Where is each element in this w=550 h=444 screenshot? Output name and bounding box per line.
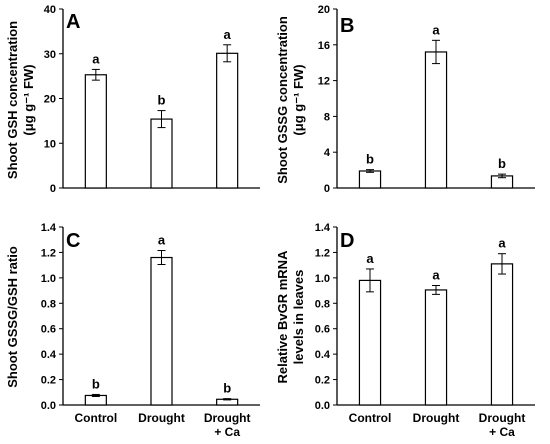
- panel-c-xtick-label-line: + Ca: [214, 425, 240, 439]
- panel-b-significance-letter: b: [366, 152, 374, 167]
- panel-b-ytick-label: 8: [324, 111, 330, 123]
- panel-d-xtick-label: Drought + Ca: [479, 411, 526, 439]
- panel-a-ytick-label: 30: [44, 49, 56, 61]
- panel-b-bar: [424, 51, 448, 189]
- panel-d-xtick-label: Control: [349, 411, 392, 425]
- panel-a-ylabel-line-1: Shoot GSH concentration: [5, 21, 20, 179]
- panel-b-ytick-label: 4: [324, 147, 331, 159]
- panel-a-significance-letter: a: [224, 27, 232, 42]
- panel-c-bar: [150, 256, 173, 406]
- panel-c-xtick-label-line: Drought: [204, 411, 251, 425]
- panel-a-ytick-label: 20: [44, 94, 56, 106]
- panel-d-xtick-label-line: Control: [349, 411, 392, 425]
- panel-c-ylabel: Shoot GSSG/GSH ratio: [5, 246, 20, 388]
- panel-d-ytick-label: 0.2: [315, 375, 330, 387]
- panel-d-bar: [424, 289, 448, 406]
- panel-c-ytick-label: 0.6: [41, 324, 56, 336]
- panel-d-ytick-label: 1.2: [315, 247, 330, 259]
- panel-c-ytick-label: 0.2: [41, 375, 56, 387]
- panel-b-ylabel: Shoot GSSG concentration (μg g⁻¹ FW): [275, 16, 306, 184]
- panel-b-significance-letter: a: [432, 22, 440, 37]
- panel-b-significance-letter: b: [498, 156, 506, 171]
- panel-b-ylabel-line-2: (μg g⁻¹ FW): [291, 64, 306, 135]
- panel-c-xtick-label: Drought + Ca: [204, 411, 251, 439]
- panel-d-letter: D: [340, 230, 354, 252]
- panel-c-xtick-label: Control: [75, 411, 118, 425]
- panel-c-significance-letter: b: [92, 376, 100, 391]
- panel-d-ytick-label: 0.0: [315, 400, 330, 412]
- panel-d-ytick-label: 0.6: [315, 324, 330, 336]
- panel-d-ytick-label: 1.0: [315, 273, 330, 285]
- panel-d-ytick-label: 1.4: [315, 222, 331, 234]
- panel-d-ylabel-line-2: levels in leaves: [291, 270, 306, 365]
- panel-b-ylabel-line-1: Shoot GSSG concentration: [275, 16, 290, 184]
- panel-c-ytick-label: 1.0: [41, 273, 56, 285]
- panel-b-ytick-label: 20: [318, 4, 330, 16]
- panel-a-ytick-label: 10: [44, 138, 56, 150]
- panel-c-ytick-label: 0.4: [41, 349, 57, 361]
- panel-b-bar: [358, 170, 382, 189]
- panel-c: C Shoot GSSG/GSH ratio 0.0 0.2 0.4 0.6 0.8 1.…: [5, 222, 260, 439]
- panel-b-ytick-label: 12: [318, 76, 330, 88]
- panel-d-bar: [358, 279, 382, 406]
- panel-c-significance-letter: a: [158, 233, 166, 248]
- panel-c-letter: C: [66, 230, 80, 252]
- panel-d-xtick-label-line: Drought: [413, 411, 460, 425]
- panel-c-significance-letter: b: [223, 381, 231, 396]
- panel-c-ytick-label: 0.0: [41, 400, 56, 412]
- panel-d-plot: 0.0 0.2 0.4 0.6 0.8 1.0 1.2 1.4 a Control a Drought…: [315, 222, 535, 439]
- panel-d-xtick-label-line: Drought: [479, 411, 526, 425]
- panel-b-letter: B: [340, 15, 354, 37]
- panel-a-bar: [84, 74, 107, 189]
- panel-a-ylabel-line-2: (μg g⁻¹ FW): [21, 64, 36, 135]
- panel-d-bar: [490, 263, 514, 406]
- panel-c-ytick-label: 1.4: [41, 222, 57, 234]
- panel-d-significance-letter: a: [432, 267, 440, 282]
- panel-b-ytick-label: 16: [318, 40, 330, 52]
- panel-a-bar: [150, 118, 173, 189]
- panel-a-ytick-label: 40: [44, 4, 56, 16]
- panel-a-letter: A: [66, 11, 80, 33]
- panel-c-xtick-label: Drought: [138, 411, 185, 425]
- panel-d-xtick-label: Drought: [413, 411, 460, 425]
- panel-c-ytick-label: 0.8: [41, 298, 56, 310]
- panel-c-xtick-label-line: Drought: [138, 411, 185, 425]
- panel-c-ylabel-line-1: Shoot GSSG/GSH ratio: [5, 246, 20, 388]
- panel-d-ylabel-line-1: Relative BvGR mRNA: [275, 250, 290, 384]
- panel-d-ytick-label: 0.8: [315, 298, 330, 310]
- panel-a-ylabel: Shoot GSH concentration (μg g⁻¹ FW): [5, 21, 36, 179]
- panel-b: B Shoot GSSG concentration (μg g⁻¹ FW) 0…: [275, 4, 535, 195]
- panel-b-ytick-label: 0: [324, 183, 330, 195]
- panel-b-plot: 0 4 8 12 16 20 b a b: [318, 4, 535, 195]
- panel-d: D Relative BvGR mRNA levels in leaves 0.…: [275, 222, 535, 439]
- panel-d-ylabel: Relative BvGR mRNA levels in leaves: [275, 250, 306, 384]
- panel-a-plot: 0 10 20 30 40 a b a: [44, 4, 260, 195]
- panel-d-xtick-label-line: + Ca: [489, 425, 515, 439]
- panel-c-ytick-label: 1.2: [41, 247, 56, 259]
- panel-a-ytick-label: 0: [50, 183, 56, 195]
- panel-d-ytick-label: 0.4: [315, 349, 331, 361]
- panel-a-bar: [216, 52, 239, 189]
- panel-c-xtick-label-line: Control: [75, 411, 118, 425]
- panel-a: A Shoot GSH concentration (μg g⁻¹ FW) 0 1…: [5, 4, 260, 195]
- panel-d-significance-letter: a: [498, 236, 506, 251]
- panel-a-significance-letter: a: [92, 51, 100, 66]
- panel-c-plot: 0.0 0.2 0.4 0.6 0.8 1.0 1.2 1.4 b Control a Drought…: [41, 222, 260, 439]
- panel-a-significance-letter: b: [158, 93, 166, 108]
- panel-d-significance-letter: a: [366, 251, 374, 266]
